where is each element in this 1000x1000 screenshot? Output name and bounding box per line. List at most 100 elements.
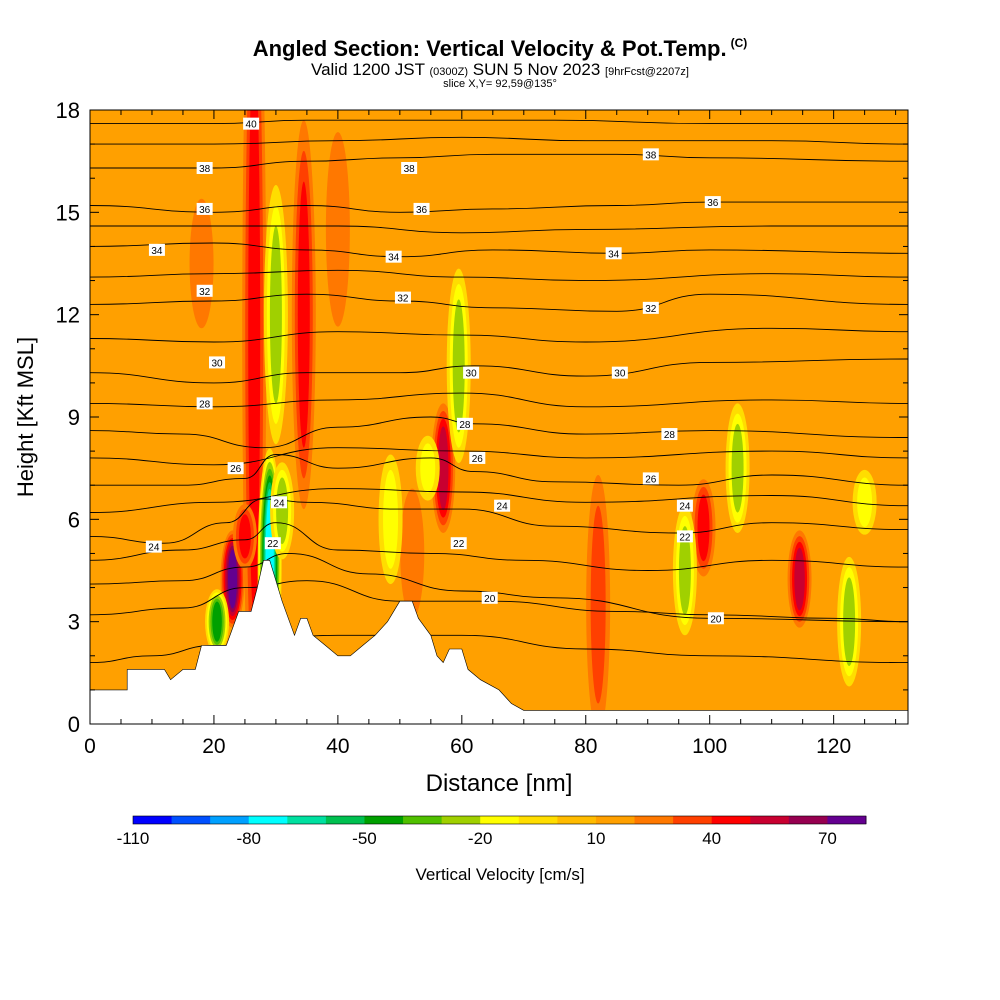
isentrope-line — [90, 119, 908, 125]
isentrope-line — [90, 416, 908, 449]
updraft-core — [228, 549, 238, 609]
colorbar-swatch — [673, 816, 713, 824]
colorbar-swatch — [325, 816, 365, 824]
valid-time: Valid 1200 JST — [311, 60, 425, 79]
colorbar-tick-label: -110 — [117, 829, 150, 848]
contour-label-text: 40 — [246, 120, 258, 131]
colorbar-swatch — [634, 816, 674, 824]
y-tick-label: 0 — [68, 712, 80, 737]
colorbar-tick-label: 40 — [702, 829, 721, 848]
contour-label-text: 22 — [453, 539, 465, 550]
updraft-core — [189, 198, 214, 329]
contour-labels: 40 38 38 38 36 36 36 34 34 34 32 32 32 30 30 30 28 28 28 26… — [145, 117, 724, 625]
contour-label: 30 — [209, 356, 226, 369]
isentrope-line — [90, 488, 908, 513]
slice-info: slice X,Y= 92,59@135° — [443, 78, 557, 90]
contour-label-text: 38 — [645, 150, 657, 161]
contour-label-text: 36 — [707, 198, 719, 209]
x-axis-label: Distance [nm] — [426, 770, 573, 797]
colorbar-tick-label: -80 — [236, 829, 261, 848]
isentrope-line — [90, 327, 908, 343]
downdraft-core — [843, 577, 856, 667]
contour-label: 32 — [196, 284, 213, 298]
contour-label: 24 — [676, 499, 693, 513]
colorbar-swatch — [788, 816, 828, 824]
colorbar-swatch — [133, 816, 173, 824]
x-axis: 0 20 40 60 80 100 120 — [84, 110, 897, 758]
contour-label-text: 22 — [267, 539, 279, 550]
downdraft-core — [420, 443, 436, 493]
contour-label: 34 — [605, 247, 622, 260]
colorbar-swatch — [750, 816, 790, 824]
y-tick-label: 15 — [56, 200, 80, 225]
updraft-core — [590, 505, 606, 704]
y-tick-label: 18 — [56, 98, 80, 123]
updraft-core — [248, 110, 261, 620]
contour-label: 28 — [456, 417, 473, 431]
downdraft-core — [212, 601, 222, 642]
contour-label: 22 — [264, 537, 281, 550]
forecast-info: [9hrFcst@2207z] — [605, 66, 689, 78]
contour-label: 36 — [704, 196, 721, 209]
downdraft-core — [276, 477, 289, 545]
isentrope-line — [90, 225, 908, 234]
colorbar-swatch — [171, 816, 211, 824]
colorbar-swatch — [210, 816, 250, 824]
x-tick-label: 80 — [574, 735, 597, 758]
potential-temperature-contours — [90, 119, 908, 664]
contour-label-text: 28 — [664, 430, 676, 441]
downdraft-core — [857, 477, 873, 528]
colorbar-swatch — [827, 816, 867, 824]
updraft-core — [325, 132, 350, 327]
chart-title: Angled Section: Vertical Velocity & Pot.… — [0, 36, 1000, 62]
contour-label-text: 30 — [466, 369, 478, 380]
contour-label: 40 — [243, 117, 260, 131]
isentrope-line — [90, 269, 908, 282]
contour-label-text: 38 — [404, 164, 416, 175]
chart-subtitle: Valid 1200 JST (0300Z) SUN 5 Nov 2023 [9… — [0, 60, 1000, 80]
contour-label: 28 — [196, 397, 213, 410]
contour-label-text: 34 — [388, 253, 400, 264]
isentrope-line — [90, 293, 908, 312]
contour-label: 38 — [196, 161, 213, 175]
colorbar-tick-label: 10 — [586, 829, 605, 848]
colorbar-swatch — [711, 816, 751, 824]
contour-label: 30 — [463, 366, 480, 380]
contour-label: 38 — [642, 148, 659, 161]
contour-label: 26 — [642, 472, 659, 485]
y-axis-label: Height [Kft MSL] — [13, 337, 38, 497]
contour-label-text: 36 — [416, 205, 428, 216]
isentrope-line — [90, 136, 908, 145]
isentrope-line — [90, 454, 908, 486]
contour-label: 20 — [481, 591, 498, 605]
y-tick-label: 6 — [68, 507, 80, 532]
contour-label-text: 24 — [497, 502, 509, 513]
colorbar-label: Vertical Velocity [cm/s] — [415, 865, 584, 884]
x-tick-label: 20 — [202, 735, 225, 758]
colorbar-swatch — [364, 816, 404, 824]
contour-label: 32 — [394, 291, 411, 305]
isentrope-line — [90, 498, 908, 544]
downdraft-core — [678, 526, 691, 615]
contour-label: 36 — [196, 202, 213, 216]
contour-label-text: 36 — [199, 205, 211, 216]
colorbar-tick-label: -20 — [468, 829, 493, 848]
valid-zulu: (0300Z) — [429, 66, 468, 78]
contour-label-text: 26 — [645, 474, 657, 485]
y-tick-label: 12 — [56, 303, 80, 328]
isentrope-line — [90, 358, 908, 384]
updraft-core — [238, 514, 251, 559]
contour-label-text: 20 — [484, 594, 496, 605]
title-units: (C) — [730, 36, 748, 50]
contour-label: 36 — [413, 202, 430, 216]
isentrope-line — [90, 447, 908, 466]
x-tick-label: 100 — [692, 735, 727, 758]
contour-label-text: 32 — [645, 304, 657, 315]
colorbar-tick-label: 70 — [818, 829, 837, 848]
contour-label: 38 — [401, 161, 418, 175]
contour-label-text: 38 — [199, 164, 211, 175]
contour-label-text: 24 — [273, 498, 285, 509]
contour-label-text: 32 — [199, 287, 211, 298]
